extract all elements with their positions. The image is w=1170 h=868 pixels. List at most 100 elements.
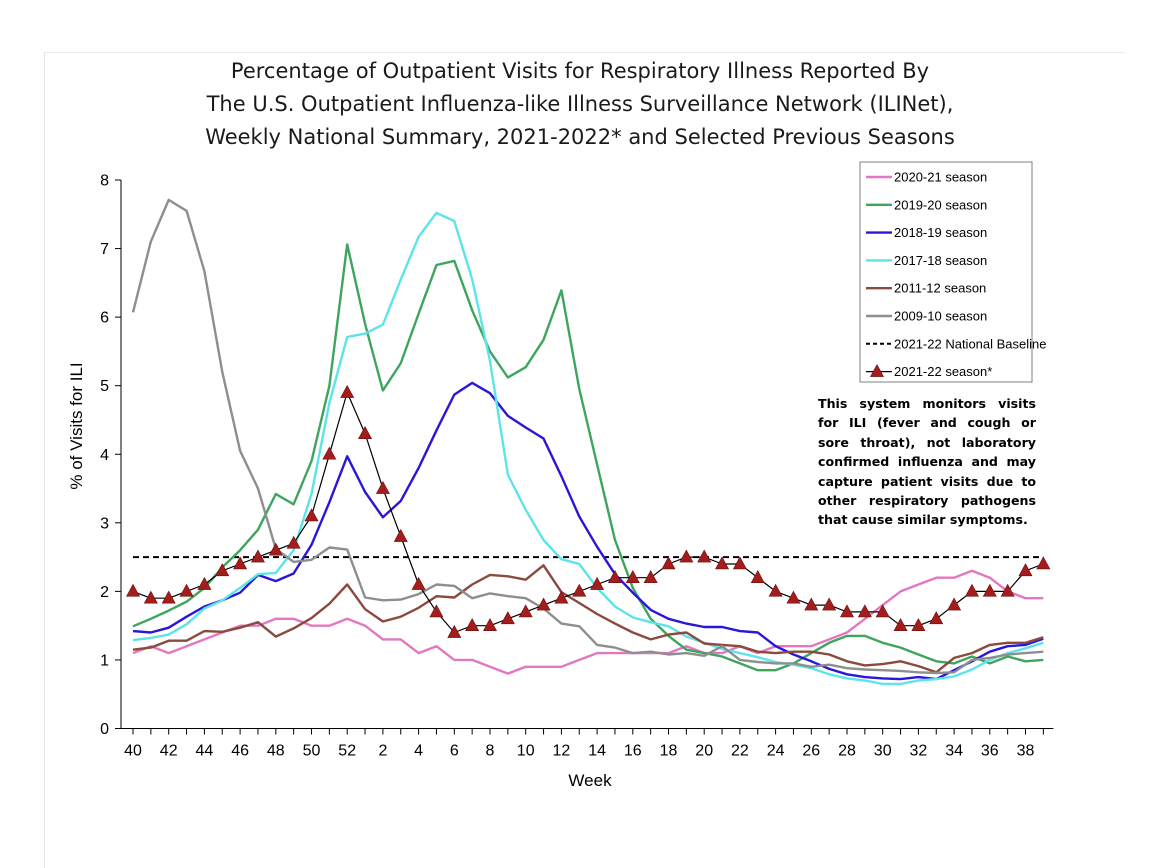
x-tick-label: 12 — [553, 743, 571, 760]
data-point-triangle — [322, 446, 337, 460]
data-point-triangle — [697, 549, 712, 563]
data-point-triangle — [643, 570, 658, 583]
x-tick-label: 36 — [981, 743, 999, 760]
data-point-triangle — [911, 618, 926, 631]
data-point-triangle — [625, 570, 640, 583]
data-point-triangle — [679, 549, 694, 563]
x-tick-label: 22 — [731, 743, 749, 760]
data-point-triangle — [839, 604, 855, 618]
x-tick-label: 40 — [124, 743, 142, 760]
data-point-triangle — [215, 563, 230, 577]
x-axis-label: Week — [568, 771, 612, 790]
x-tick-label: 46 — [231, 743, 249, 760]
data-point-triangle — [554, 590, 569, 604]
legend-label-baseline: 2021-22 National Baseline — [894, 336, 1047, 351]
data-point-triangle — [286, 535, 301, 549]
x-tick-label: 50 — [303, 743, 321, 760]
data-point-triangle — [875, 604, 890, 618]
data-point-triangle — [893, 618, 908, 631]
x-tick-label: 4 — [414, 743, 423, 760]
y-tick-label: 5 — [100, 378, 109, 395]
legend-label-2021-22-season: 2021-22 season* — [894, 364, 992, 379]
data-point-triangle — [964, 583, 979, 597]
chart-title-line-1: Percentage of Outpatient Visits for Resp… — [231, 59, 929, 83]
legend-swatch-triangle-icon — [869, 363, 885, 377]
y-tick-label: 6 — [100, 310, 109, 327]
x-tick-label: 34 — [945, 743, 963, 760]
data-point-triangle — [500, 611, 515, 625]
legend-label-2009-10-season: 2009-10 season — [894, 309, 987, 324]
x-tick-label: 42 — [160, 743, 178, 760]
data-point-triangle — [268, 542, 283, 556]
data-point-triangle — [482, 618, 498, 631]
data-point-triangle — [340, 384, 355, 398]
series-line-2021-22-season — [132, 391, 1044, 634]
y-tick-label: 3 — [100, 515, 109, 532]
x-tick-label: 6 — [450, 743, 459, 760]
y-tick-label: 1 — [100, 652, 109, 669]
x-tick-label: 8 — [486, 743, 495, 760]
x-tick-label: 30 — [874, 743, 892, 760]
data-point-triangle — [607, 570, 622, 583]
y-tick-label: 7 — [100, 241, 109, 258]
data-point-triangle — [358, 426, 373, 439]
data-point-triangle — [125, 583, 141, 597]
series-line-2020-21-season — [132, 569, 1044, 675]
legend-label-2020-21-season: 2020-21 season — [894, 170, 987, 185]
data-point-triangle — [518, 604, 533, 618]
legend: 2020-21 season 2019-20 season 2018-19 seas… — [859, 161, 1047, 383]
data-point-triangle — [250, 549, 265, 563]
chart-title-line-2: The U.S. Outpatient Influenza-like Illne… — [206, 92, 954, 116]
x-tick-label: 20 — [695, 743, 713, 760]
y-tick-label: 4 — [100, 447, 109, 464]
data-point-triangle — [822, 597, 837, 611]
x-tick-label: 38 — [1017, 743, 1035, 760]
data-point-triangle — [233, 556, 248, 570]
series-line-2017-18-season — [132, 211, 1044, 686]
data-point-triangle — [857, 604, 872, 618]
data-point-triangle — [929, 611, 944, 625]
chart-title-line-3: Weekly National Summary, 2021-2022* and … — [205, 125, 955, 149]
x-tick-label: 44 — [196, 743, 214, 760]
data-point-triangle — [768, 583, 783, 597]
series-line-2009-10-season — [131, 198, 1044, 675]
data-point-triangle — [804, 597, 819, 611]
y-tick-label: 0 — [100, 721, 109, 738]
data-point-triangle — [536, 597, 551, 611]
surveillance-note: This system monitors visits for ILI (fev… — [818, 396, 1036, 528]
data-point-triangle — [732, 556, 747, 570]
data-point-triangle — [411, 576, 426, 590]
data-point-triangle — [161, 590, 176, 604]
data-point-triangle — [661, 556, 676, 570]
data-point-triangle — [1000, 583, 1015, 597]
data-point-triangle — [786, 590, 801, 604]
data-point-triangle — [304, 508, 319, 522]
data-point-triangle — [429, 604, 444, 618]
data-point-triangle — [982, 583, 997, 597]
y-tick-label: 2 — [100, 584, 109, 601]
data-point-triangle — [143, 590, 158, 604]
x-tick-label: 18 — [660, 743, 678, 760]
chart-frame — [44, 52, 1125, 868]
legend-label-2017-18-season: 2017-18 season — [894, 253, 987, 268]
legend-label-2019-20-season: 2019-20 season — [894, 197, 987, 212]
data-point-triangle — [197, 576, 212, 590]
x-tick-label: 2 — [378, 743, 387, 760]
x-tick-label: 28 — [838, 743, 856, 760]
x-tick-label: 32 — [910, 743, 928, 760]
data-point-triangle — [1018, 563, 1033, 577]
data-point-triangle — [447, 624, 462, 638]
data-point-triangle — [572, 583, 587, 597]
legend-label-2018-19-season: 2018-19 season — [894, 225, 987, 240]
legend-label-2011-12-season: 2011-12 season — [894, 281, 986, 296]
series-layer — [125, 198, 1051, 686]
data-point-triangle — [1036, 556, 1051, 570]
x-tick-label: 10 — [517, 743, 535, 760]
series-line-2019-20-season — [132, 243, 1044, 672]
y-axis-label: % of Visits for ILI — [67, 362, 86, 489]
data-point-triangle — [750, 570, 765, 583]
data-point-triangle — [715, 556, 730, 570]
data-point-triangle — [375, 480, 390, 494]
